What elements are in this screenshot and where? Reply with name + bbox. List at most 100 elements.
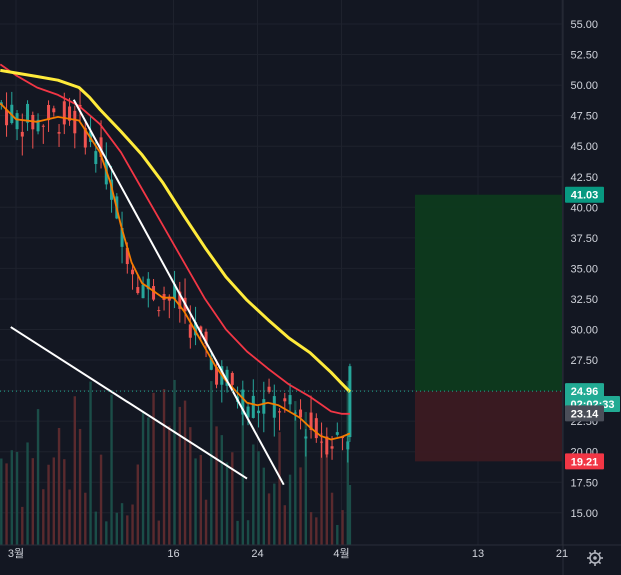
- volume-bar: [241, 389, 244, 545]
- candle-body: [246, 406, 250, 418]
- candle-body: [194, 322, 198, 336]
- candle-body: [94, 151, 98, 165]
- price-badge: [565, 405, 604, 422]
- candle-body: [257, 410, 261, 414]
- moving-averages: [0, 63, 351, 441]
- volume-bar: [346, 380, 349, 545]
- volume-bar: [141, 411, 145, 545]
- price-badge: [565, 383, 604, 400]
- candle-body: [225, 369, 229, 386]
- candle-body: [283, 398, 287, 402]
- volume-bar: [267, 493, 271, 545]
- candle-body: [68, 106, 72, 121]
- volume-bar: [63, 459, 66, 545]
- y-tick-label: 32.50: [570, 294, 598, 306]
- volume-bar: [252, 444, 255, 545]
- volume-bar: [246, 520, 250, 545]
- candle-body: [241, 389, 245, 415]
- volume-bar: [225, 462, 229, 545]
- candle-body: [346, 441, 350, 450]
- candle-body: [320, 441, 324, 443]
- y-tick-label: 40.00: [570, 202, 598, 214]
- candle-body: [293, 412, 297, 414]
- target-zone: [415, 194, 562, 392]
- candle-body: [52, 108, 56, 113]
- candle-body: [230, 372, 234, 385]
- candles: [0, 88, 352, 463]
- volume-bar: [294, 401, 297, 545]
- candle-body: [199, 326, 203, 333]
- moving-average-line: [0, 102, 351, 441]
- volume-bar: [236, 520, 239, 545]
- volume-bar: [57, 427, 61, 545]
- candle-body: [204, 331, 208, 344]
- y-tick-label: 55.00: [570, 19, 598, 31]
- volume-bar: [183, 400, 187, 545]
- moving-average-line: [0, 68, 351, 393]
- volume-bar: [204, 499, 208, 545]
- candle-body: [272, 396, 276, 418]
- trendlines[interactable]: [10, 99, 285, 486]
- candle-body: [157, 310, 161, 312]
- volume-bar: [115, 512, 118, 545]
- volume-bar: [304, 411, 307, 545]
- volume-bar: [210, 381, 213, 545]
- candle-body: [41, 125, 45, 127]
- x-axis[interactable]: 3월 16 24 4월 13 21: [8, 547, 568, 560]
- candle-body: [215, 367, 219, 385]
- candle-body: [348, 366, 352, 438]
- volume-bar: [110, 394, 113, 545]
- volume-bar: [31, 458, 34, 545]
- volume-bar: [194, 458, 197, 545]
- volume-bar: [0, 458, 3, 545]
- volume-bar: [278, 432, 281, 545]
- volume-bar: [330, 492, 334, 545]
- moving-average-line: [0, 63, 350, 415]
- volume-bar: [26, 442, 29, 545]
- y-tick-label: 15.00: [570, 508, 598, 520]
- candle-body: [26, 103, 30, 123]
- volume-bar: [5, 463, 8, 545]
- volume-bar: [273, 483, 276, 545]
- price-badge-label: 41.03: [571, 190, 599, 202]
- candle-body: [73, 110, 77, 134]
- x-tick-label: 16: [167, 548, 179, 560]
- volume-bar: [78, 428, 82, 545]
- volume-bar: [288, 474, 292, 545]
- stop-zone: [415, 391, 562, 462]
- volume-bar: [147, 417, 150, 545]
- price-badge: [565, 186, 604, 203]
- price-badge-label: 23.14: [571, 408, 599, 420]
- candle-body: [36, 119, 40, 132]
- candle-body: [20, 131, 24, 137]
- volume-bar: [215, 426, 218, 545]
- y-tick-label: 50.00: [570, 80, 598, 92]
- candle-body: [278, 411, 282, 413]
- candle-body: [341, 437, 345, 439]
- volume-bars: [0, 379, 352, 545]
- candle-body: [209, 357, 213, 370]
- y-tick-label: 27.50: [570, 355, 598, 367]
- candle-body: [62, 101, 66, 125]
- x-tick-label: 3월: [8, 547, 24, 560]
- candle-body: [178, 291, 182, 309]
- candle-body: [325, 436, 329, 455]
- candle-body: [152, 286, 156, 300]
- volume-bar: [42, 489, 45, 545]
- price-badge-label: 24.96: [571, 386, 599, 398]
- volume-bar: [152, 392, 155, 545]
- position-zones[interactable]: [415, 194, 562, 462]
- volume-bar: [262, 467, 265, 545]
- trendline: [72, 99, 285, 486]
- candle-body: [251, 395, 255, 418]
- volume-bar: [99, 454, 103, 545]
- volume-bar: [73, 396, 76, 545]
- volume-bar: [47, 464, 50, 545]
- gear-icon[interactable]: [587, 550, 603, 566]
- volume-bar: [52, 457, 55, 545]
- y-tick-label: 17.50: [570, 477, 598, 489]
- volume-bar: [131, 504, 134, 545]
- volume-bar: [336, 524, 339, 545]
